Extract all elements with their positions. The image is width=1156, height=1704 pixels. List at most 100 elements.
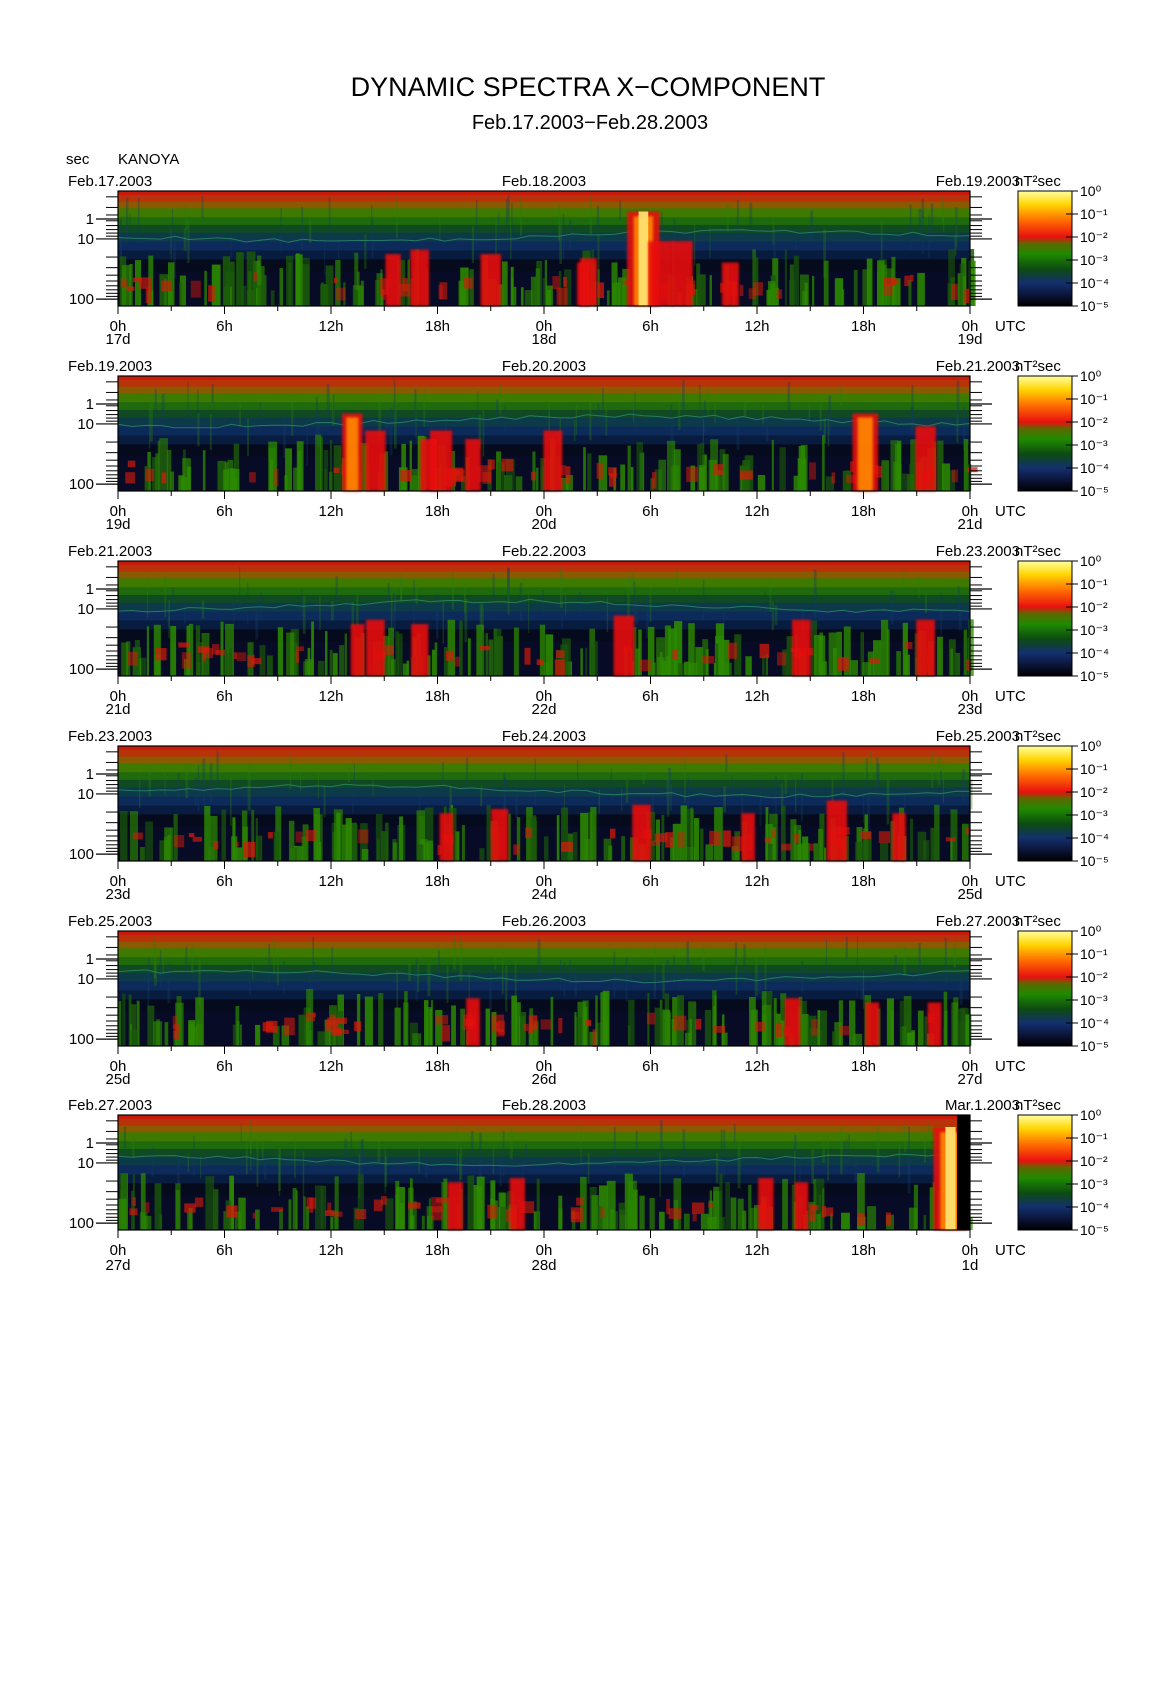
panel-right-date: Feb.19.2003 [936, 173, 1020, 190]
burst-red [420, 439, 438, 491]
activity-patch [333, 278, 338, 283]
activity-patch [609, 828, 616, 839]
spectrum-texture [559, 223, 562, 265]
spectrum-band [118, 1165, 970, 1176]
spectrum-texture [481, 603, 484, 630]
colorbar [1018, 561, 1072, 676]
spectrum-band [118, 386, 970, 394]
spectrum-texture [682, 1129, 686, 1177]
activity-streak [255, 1024, 261, 1046]
activity-streak [223, 649, 228, 676]
spectrum-texture [255, 598, 259, 640]
colorbar-tick-label: 10⁻⁴ [1080, 1199, 1109, 1215]
colorbar-tick-label: 10⁰ [1080, 738, 1102, 754]
spectrum-texture [377, 1140, 381, 1162]
activity-streak [709, 275, 712, 306]
activity-patch [295, 651, 300, 663]
colorbar-frame [1017, 745, 1073, 862]
activity-streak [375, 813, 383, 861]
spectrum-texture [597, 403, 600, 425]
spectrum-texture [822, 1139, 826, 1164]
activity-patch [145, 468, 155, 482]
activity-streak [754, 1205, 762, 1230]
activity-streak [339, 645, 345, 676]
spectrum-texture [146, 575, 149, 618]
spectrum-texture [496, 399, 499, 424]
spectrum-texture [741, 781, 744, 829]
activity-streak [140, 1173, 146, 1230]
activity-streak [488, 639, 494, 676]
activity-patch [650, 840, 661, 846]
spectrum-texture [356, 595, 359, 626]
activity-streak [288, 1199, 292, 1230]
activity-streak [929, 1187, 935, 1230]
spectrum-texture [670, 784, 672, 812]
spectrum-band [118, 1156, 970, 1167]
activity-streak [134, 260, 142, 306]
activity-streak [188, 1020, 196, 1046]
activity-streak [771, 439, 774, 491]
spectrum-texture [854, 1153, 857, 1182]
x-tick-label: 0h [536, 1058, 553, 1075]
spectrum-texture [282, 961, 285, 993]
colorbar [1018, 1115, 1072, 1230]
x-tick-label: 6h [642, 688, 659, 705]
activity-streak [225, 653, 232, 676]
spectrum-texture [299, 772, 302, 792]
activity-patch [709, 830, 721, 846]
activity-patch [334, 1211, 343, 1217]
activity-patch [337, 1017, 347, 1025]
spectrum-texture [423, 389, 426, 427]
activity-patch [609, 472, 618, 479]
activity-patch [438, 284, 443, 300]
spectrum-texture [642, 764, 645, 785]
activity-streak [536, 467, 539, 491]
spectrum-texture [733, 1123, 736, 1143]
activity-streak [704, 1009, 712, 1046]
day-label: 23d [105, 886, 130, 903]
activity-patch [355, 1209, 367, 1219]
activity-streak [311, 621, 314, 676]
spectrum-texture [507, 568, 510, 588]
day-label: 17d [105, 331, 130, 348]
activity-patch [831, 472, 836, 484]
activity-streak [467, 1175, 475, 1230]
spectrum-texture [353, 762, 355, 785]
activity-streak [793, 825, 802, 861]
activity-streak [205, 1176, 215, 1230]
activity-streak [335, 259, 341, 306]
spectrum-texture [602, 387, 604, 434]
activity-patch [860, 830, 872, 839]
x-tick-label: 0h [536, 873, 553, 890]
activity-streak [516, 817, 521, 861]
spectrum-texture [395, 197, 398, 238]
activity-streak [780, 805, 786, 861]
activity-streak [595, 1022, 602, 1046]
activity-streak [948, 249, 955, 306]
spectrum-texture [528, 590, 530, 633]
activity-streak [286, 632, 295, 676]
activity-streak [716, 643, 719, 676]
activity-patch [333, 467, 340, 473]
activity-patch [668, 1208, 682, 1219]
spectrum-texture [442, 761, 444, 805]
activity-streak [424, 807, 434, 861]
activity-streak [505, 459, 515, 491]
colorbar-tick-label: 10⁰ [1080, 553, 1102, 569]
activity-streak [443, 1178, 448, 1230]
spectrum-texture [625, 957, 628, 1002]
spectrum-band [118, 402, 970, 411]
spectrum-texture [384, 1156, 388, 1187]
spectrum-texture [302, 1151, 305, 1198]
activity-streak [497, 462, 505, 491]
activity-patch [739, 284, 744, 297]
activity-streak [329, 439, 333, 491]
activity-streak [930, 827, 937, 861]
activity-streak [236, 252, 244, 306]
x-tick-label: 0h [962, 688, 979, 705]
spectrum-texture [569, 959, 571, 987]
spectrum-texture [577, 759, 579, 791]
activity-streak [678, 663, 687, 676]
activity-streak [573, 831, 578, 861]
spectrum-texture [922, 211, 924, 255]
